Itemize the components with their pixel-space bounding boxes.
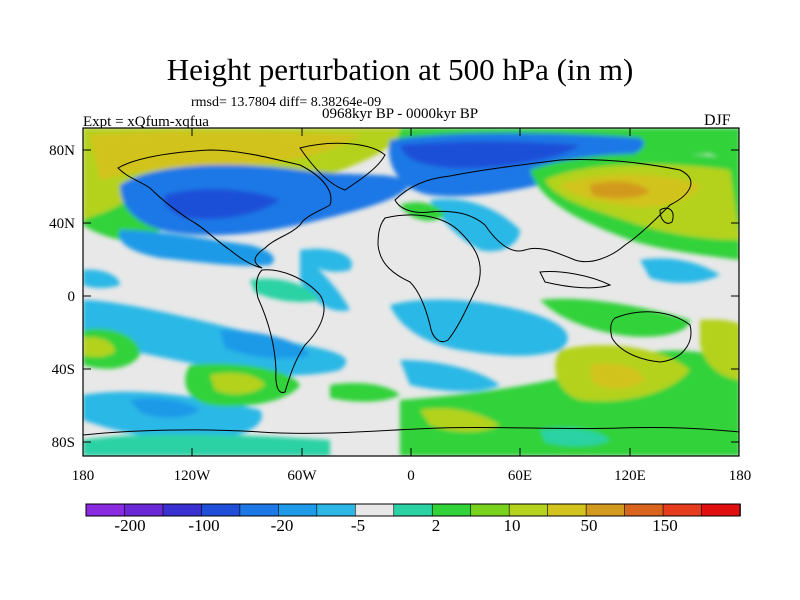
colorbar-swatch bbox=[585, 503, 626, 517]
anomaly-na-negative-core bbox=[164, 188, 280, 220]
coast-north-america bbox=[117, 149, 332, 269]
y-tick-label: 0 bbox=[67, 289, 76, 305]
colorbar-swatch bbox=[239, 503, 280, 517]
colorbar-swatch bbox=[508, 503, 549, 517]
colorbar-swatch bbox=[201, 503, 241, 517]
colorbar-swatch bbox=[431, 503, 472, 517]
colorbar-swatch bbox=[316, 503, 357, 517]
coast-africa bbox=[377, 214, 481, 343]
coast-antarctica bbox=[83, 426, 739, 436]
coast-eurasia bbox=[394, 158, 692, 263]
map-field bbox=[83, 128, 739, 456]
colorbar-label: -100 bbox=[188, 516, 220, 535]
coast-australia bbox=[610, 311, 692, 363]
colorbar-label: -5 bbox=[350, 516, 366, 535]
stats-text: rmsd= 13.7804 diff= 8.38264e-09 bbox=[191, 95, 382, 110]
colorbar-label: 10 bbox=[503, 516, 521, 535]
y-ticks bbox=[83, 149, 739, 443]
x-tick-label: 120W bbox=[173, 468, 211, 484]
colorbar-swatch bbox=[354, 503, 395, 517]
experiment-label: Expt = xQfum-xqfua bbox=[83, 114, 209, 130]
y-tick-label: 40S bbox=[51, 362, 75, 378]
colorbar-swatch bbox=[624, 503, 664, 517]
coast-greenland bbox=[299, 142, 386, 191]
colorbar-swatch bbox=[547, 503, 587, 517]
colorbar-swatch bbox=[393, 503, 434, 517]
x-tick-label: 120E bbox=[614, 468, 646, 484]
x-ticks bbox=[82, 128, 740, 456]
colorbar-swatch bbox=[470, 503, 510, 517]
colorbar-swatch bbox=[85, 503, 126, 517]
period-text: 0968kyr BP - 0000kyr BP bbox=[322, 106, 479, 122]
colorbar-swatch bbox=[701, 503, 741, 517]
x-tick-label: 180 bbox=[728, 468, 752, 484]
x-tick-label: 180 bbox=[71, 468, 95, 484]
colorbar-label: 50 bbox=[580, 516, 598, 535]
coastlines bbox=[83, 142, 739, 436]
colorbar-swatch bbox=[162, 503, 203, 517]
season-label: DJF bbox=[704, 112, 731, 129]
colorbar-label: 150 bbox=[652, 516, 678, 535]
y-tick-label: 80S bbox=[51, 435, 75, 451]
colorbar-label: -200 bbox=[114, 516, 146, 535]
x-tick-label: 60E bbox=[507, 468, 533, 484]
colorbar bbox=[85, 503, 741, 517]
x-tick-label: 0 bbox=[407, 468, 415, 484]
colorbar-label: 2 bbox=[431, 516, 441, 535]
colorbar-swatch bbox=[662, 503, 703, 517]
colorbar-frame bbox=[85, 503, 741, 517]
colorbar-swatch bbox=[124, 503, 164, 517]
plot-title: Height perturbation at 500 hPa (in m) bbox=[166, 52, 634, 87]
colorbar-swatch bbox=[278, 503, 318, 517]
y-tick-label: 40N bbox=[49, 216, 75, 232]
anomaly-canada-core bbox=[90, 131, 360, 180]
colorbar-label: -20 bbox=[270, 516, 294, 535]
coast-south-america bbox=[255, 269, 325, 394]
x-tick-label: 60W bbox=[287, 468, 317, 484]
y-tick-label: 80N bbox=[49, 143, 75, 159]
